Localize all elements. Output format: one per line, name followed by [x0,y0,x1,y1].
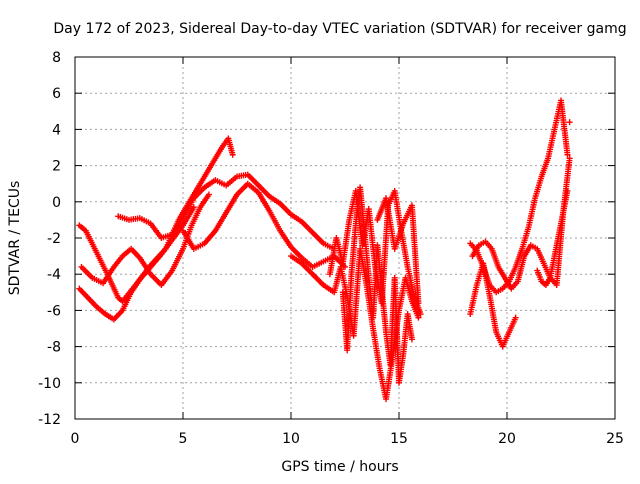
x-tick-label: 10 [282,431,300,447]
y-tick-label: -6 [47,303,61,319]
y-axis-label: SDTVAR / TECUs [7,181,23,296]
x-tick-label: 25 [606,431,624,447]
y-tick-label: 0 [52,195,61,211]
y-tick-label: 8 [52,50,61,66]
data-point [512,314,519,321]
x-tick-label: 0 [71,431,80,447]
data-point [566,119,573,126]
x-tick-label: 20 [498,431,516,447]
y-tick-label: -8 [47,340,61,356]
data-point [229,151,236,158]
chart-title: Day 172 of 2023, Sidereal Day-to-day VTE… [53,21,626,37]
plot-frame [74,56,616,420]
tick-layer: 0 5 10 15 20 25 -12 -10 -8 -6 -4 -2 0 2 4 6 8 [38,50,624,447]
x-tick-label: 15 [390,431,408,447]
data-layer [76,97,573,403]
data-point [564,187,571,194]
data-point [408,336,415,343]
x-axis-label: GPS time / hours [281,459,398,475]
data-point [205,191,212,198]
data-point [415,314,422,321]
y-tick-label: -12 [38,412,61,428]
y-tick-label: -2 [47,231,61,247]
y-tick-label: -4 [47,267,61,283]
y-tick-label: 2 [52,159,61,175]
y-tick-label: 4 [52,122,61,138]
y-tick-label: -10 [38,376,61,392]
data-point [417,311,424,318]
grid-layer [75,57,615,419]
data-point [566,155,573,162]
data-point [415,300,422,307]
y-tick-label: 6 [52,86,61,102]
x-tick-label: 5 [179,431,188,447]
data-point [190,204,197,211]
data-point [564,151,571,158]
